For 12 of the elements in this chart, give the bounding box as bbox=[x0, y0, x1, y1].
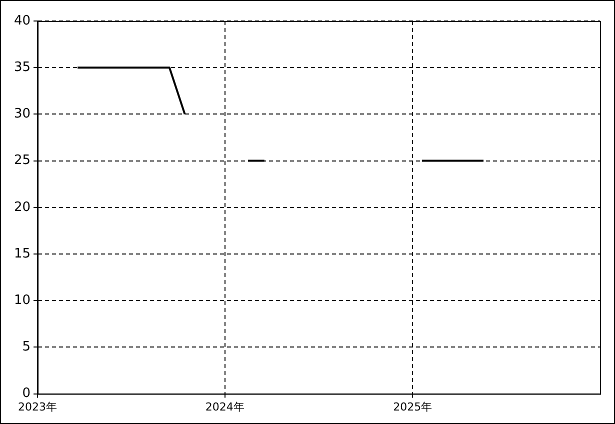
y-tick-label: 40 bbox=[14, 13, 31, 28]
y-tick-label: 5 bbox=[22, 340, 31, 355]
y-tick-label: 10 bbox=[14, 292, 31, 308]
y-tick-label: 25 bbox=[14, 153, 31, 168]
y-tick-label: 35 bbox=[14, 60, 31, 75]
y-tick-label: 30 bbox=[14, 106, 31, 122]
y-tick-label: 15 bbox=[14, 246, 31, 262]
x-tick-label: 2024年 bbox=[205, 400, 244, 414]
y-tick-label: 20 bbox=[14, 200, 31, 215]
x-tick-label: 2023年 bbox=[18, 400, 58, 414]
y-tick-label: 0 bbox=[22, 386, 31, 402]
x-tick-label: 2025年 bbox=[393, 400, 432, 414]
